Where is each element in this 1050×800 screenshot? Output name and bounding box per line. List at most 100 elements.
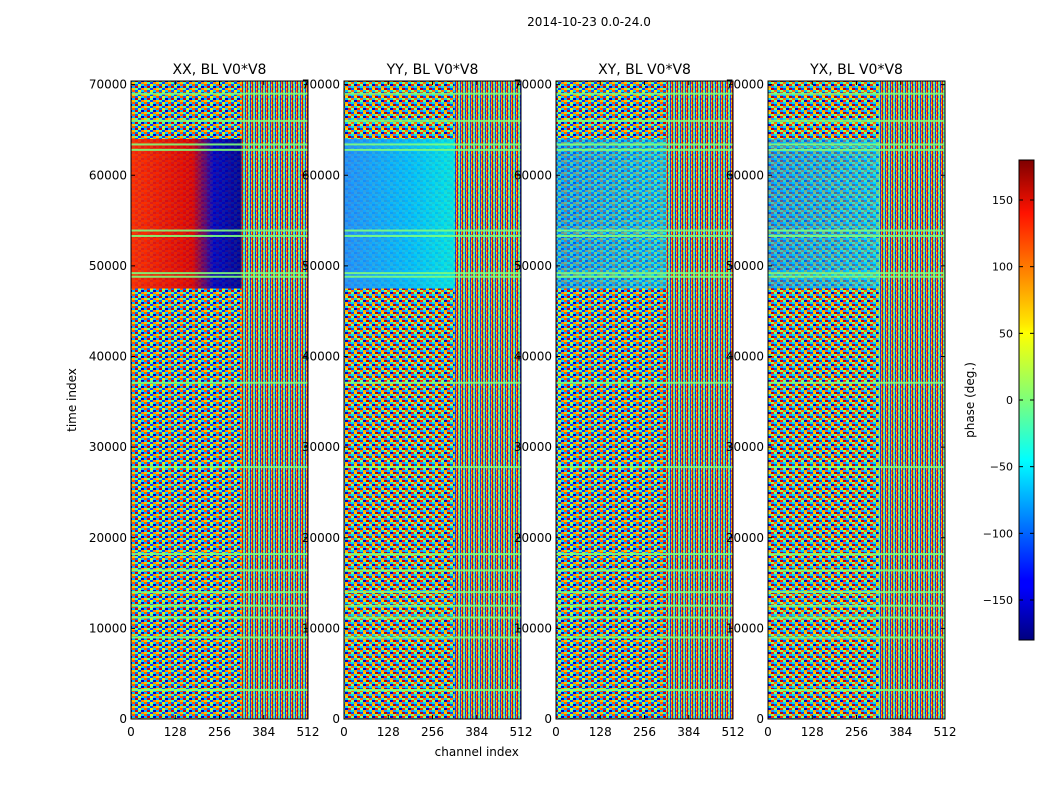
y-tick-label: 10000: [726, 621, 764, 635]
y-tick-label: 0: [756, 712, 764, 726]
y-tick-label: 70000: [726, 78, 764, 92]
colorbar-tick-label: −50: [990, 461, 1013, 474]
figure-suptitle: 2014-10-23 0.0-24.0: [527, 15, 651, 29]
colorbar-tick-label: 50: [999, 327, 1013, 340]
coherent-phase-region: [344, 139, 455, 289]
heatmap-panel-4: YX, BL V0*V8 0 128 256 384 512 0 10000 20000 3000…: [726, 62, 957, 739]
heatmap-panel-2: YY, BL V0*V8 0 128 256 384 512 0 10000 20000 3000…: [302, 62, 533, 759]
x-tick-label: 512: [297, 725, 320, 739]
flagged-row: [556, 636, 733, 639]
x-tick-label: 256: [208, 725, 231, 739]
x-tick-label: 128: [589, 725, 612, 739]
x-tick-label: 384: [889, 725, 912, 739]
x-tick-label: 128: [164, 725, 187, 739]
flagged-row: [344, 591, 521, 594]
y-tick-label: 70000: [302, 78, 340, 92]
flagged-row: [768, 591, 945, 594]
flagged-row: [768, 148, 945, 151]
flagged-row: [556, 143, 733, 146]
x-tick-label: 0: [764, 725, 772, 739]
flagged-row: [768, 92, 945, 95]
flagged-row: [131, 92, 308, 95]
flagged-row: [768, 636, 945, 639]
y-tick-label: 60000: [514, 168, 552, 182]
flagged-row: [344, 616, 521, 619]
y-tick-label: 40000: [89, 350, 127, 364]
y-tick-label: 70000: [89, 78, 127, 92]
fringe-region: [241, 81, 308, 719]
flagged-row: [344, 466, 521, 469]
y-tick-label: 40000: [514, 350, 552, 364]
colorbar-tick-label: −100: [983, 527, 1013, 540]
x-tick-label: 512: [510, 725, 533, 739]
flagged-row: [556, 466, 733, 469]
flagged-row: [131, 119, 308, 122]
colorbar-tick-label: −150: [983, 594, 1013, 607]
flagged-row: [768, 569, 945, 572]
panel-title: XX, BL V0*V8: [173, 62, 267, 78]
x-tick-label: 128: [801, 725, 824, 739]
flagged-row: [768, 119, 945, 122]
x-tick-label: 0: [127, 725, 135, 739]
x-tick-label: 256: [845, 725, 868, 739]
flagged-row: [768, 234, 945, 237]
y-tick-label: 0: [119, 712, 127, 726]
flagged-row: [556, 234, 733, 237]
flagged-row: [768, 381, 945, 384]
flagged-row: [344, 381, 521, 384]
fringe-region: [454, 81, 521, 719]
y-tick-label: 50000: [89, 259, 127, 273]
flagged-row: [131, 381, 308, 384]
flagged-row: [556, 569, 733, 572]
y-axis-label: time index: [65, 368, 79, 432]
flagged-row: [768, 143, 945, 146]
flagged-row: [344, 604, 521, 607]
flagged-row: [768, 466, 945, 469]
y-tick-label: 40000: [302, 350, 340, 364]
fringe-region: [666, 81, 733, 719]
y-tick-label: 70000: [514, 78, 552, 92]
flagged-row: [344, 636, 521, 639]
y-tick-label: 20000: [302, 531, 340, 545]
colorbar-ticks: 150 100 50 0 −50 −100 −150: [983, 194, 1034, 607]
y-tick-label: 60000: [89, 168, 127, 182]
x-tick-label: 384: [677, 725, 700, 739]
y-tick-label: 30000: [302, 440, 340, 454]
flagged-row: [556, 591, 733, 594]
flagged-row: [131, 591, 308, 594]
coherent-phase-region: [768, 139, 879, 289]
y-tick-label: 50000: [302, 259, 340, 273]
flagged-row: [344, 143, 521, 146]
flagged-row: [556, 148, 733, 151]
flagged-row: [344, 689, 521, 691]
heatmap-panel-1: XX, BL V0*V8 0 128 256 384 512 0 10000 20000 3000…: [65, 62, 319, 739]
y-tick-label: 40000: [726, 350, 764, 364]
flagged-row: [344, 569, 521, 572]
flagged-row: [344, 553, 521, 556]
flagged-row: [344, 92, 521, 95]
flagged-row: [131, 553, 308, 556]
panel-title: YY, BL V0*V8: [386, 62, 479, 78]
y-tick-label: 10000: [302, 621, 340, 635]
flagged-row: [344, 148, 521, 151]
colorbar-label: phase (deg.): [963, 362, 977, 438]
y-tick-label: 30000: [514, 440, 552, 454]
panel-title: YX, BL V0*V8: [809, 62, 903, 78]
y-tick-label: 50000: [726, 259, 764, 273]
y-tick-label: 20000: [89, 531, 127, 545]
flagged-row: [768, 553, 945, 556]
flagged-row: [131, 466, 308, 469]
flagged-row: [131, 143, 308, 146]
heatmap-panels: XX, BL V0*V8 0 128 256 384 512 0 10000 20000 3000…: [65, 62, 956, 759]
flagged-row: [768, 275, 945, 278]
y-tick-label: 60000: [726, 168, 764, 182]
flagged-row: [768, 272, 945, 275]
flagged-row: [556, 689, 733, 691]
flagged-row: [344, 275, 521, 278]
flagged-row: [131, 616, 308, 619]
flagged-row: [556, 275, 733, 278]
colorbar-tick-label: 150: [992, 194, 1013, 207]
flagged-row: [768, 616, 945, 619]
flagged-row: [556, 229, 733, 232]
